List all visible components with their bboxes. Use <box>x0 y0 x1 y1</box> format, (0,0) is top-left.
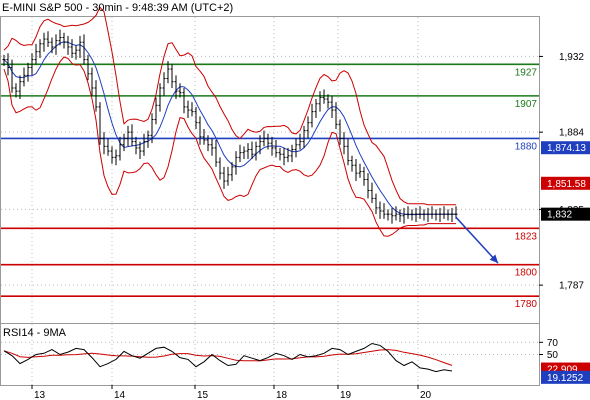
rsi-ma-line <box>3 349 453 366</box>
level-lines: 1927 1907 1880 1823 1800 1780 <box>1 63 539 310</box>
price-y-tick-label: 1,787 <box>559 281 584 292</box>
level-label: 1780 <box>515 299 538 310</box>
rsi-tag-label: 19.1252 <box>547 373 584 384</box>
rsi-title: RSI14 - 9MA <box>3 327 67 339</box>
level-label: 1823 <box>515 231 538 242</box>
price-tag-box <box>541 176 590 190</box>
x-ticks: 13 14 15 18 19 20 <box>31 385 432 400</box>
projection-arrow-head <box>489 254 498 264</box>
level-label: 1800 <box>515 268 538 279</box>
projection-arrow-shaft <box>455 216 499 264</box>
price-tag-box <box>541 207 590 221</box>
rsi-y-tick-label: 50 <box>547 350 559 361</box>
price-tag-label: 1,874.13 <box>547 143 586 154</box>
rsi-tag-label: 22.909 <box>547 365 578 376</box>
level-label: 1927 <box>515 67 538 78</box>
price-tag-label: 1,851.58 <box>547 179 586 190</box>
price-tags: 1,874.13 1,851.58 1,832 <box>541 141 590 221</box>
x-tick-label: 20 <box>420 390 432 400</box>
price-bars <box>2 29 458 224</box>
price-tag-label: 1,832 <box>547 210 572 221</box>
level-label: 1907 <box>515 99 538 110</box>
x-tick-label: 19 <box>340 390 352 400</box>
x-tick-label: 15 <box>197 390 209 400</box>
x-tick-label: 14 <box>114 390 126 400</box>
x-tick-label: 18 <box>276 390 288 400</box>
upper-bollinger-band-line <box>3 6 456 206</box>
lower-bollinger-band-line <box>3 56 456 237</box>
chart-title: E-MINI S&P 500 - 30min - 9:48:39 AM (UTC… <box>2 2 233 14</box>
price-y-tick-label: 1,932 <box>559 52 584 63</box>
x-tick-label: 13 <box>34 390 46 400</box>
moving-average-line <box>3 41 456 216</box>
price-grid <box>1 17 539 385</box>
rsi-y-tick-label: 70 <box>547 338 559 349</box>
level-label: 1880 <box>515 141 538 152</box>
price-y-tick-label: 1,884 <box>559 128 584 139</box>
rsi-line <box>3 342 453 373</box>
projection-arrow <box>455 216 499 264</box>
rsi-tag-box <box>541 370 590 384</box>
price-tag-box <box>541 141 590 155</box>
price-panel-frame <box>0 16 540 324</box>
rsi-grid <box>1 341 539 355</box>
